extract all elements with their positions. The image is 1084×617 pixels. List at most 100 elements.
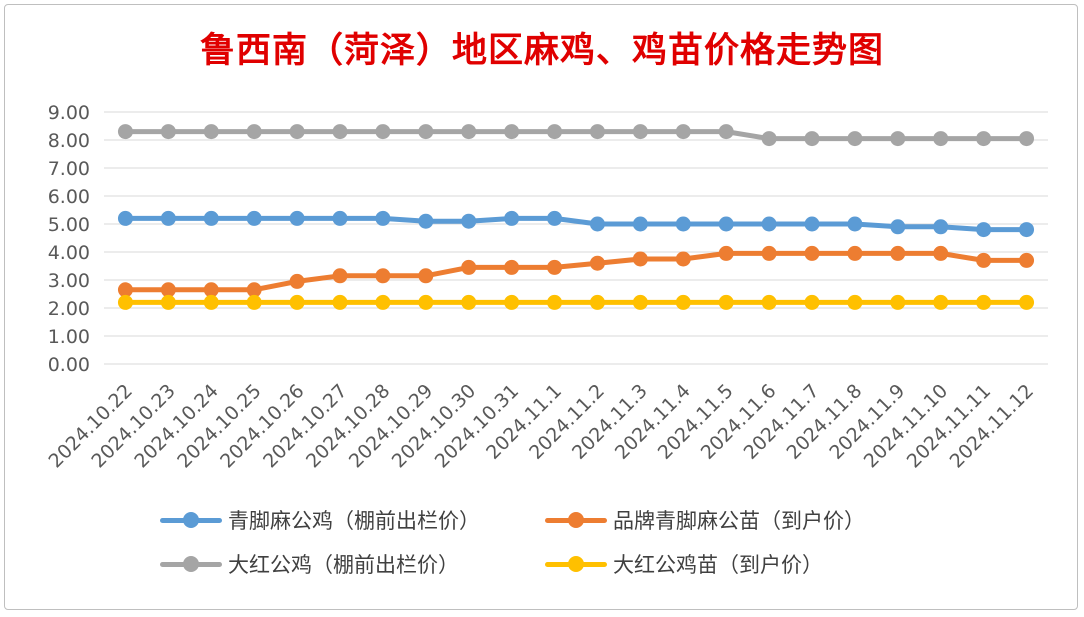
- data-point: [418, 268, 434, 284]
- data-point: [890, 219, 906, 235]
- data-point: [718, 124, 734, 140]
- y-axis: 0.00 1.00 2.00 3.00 4.00 5.00 6.00 7.00 8.00 9.00: [48, 102, 90, 376]
- data-point: [675, 294, 691, 310]
- data-point: [1019, 252, 1035, 268]
- y-tick-label: 5.00: [48, 214, 90, 236]
- data-point: [1019, 294, 1035, 310]
- data-point: [117, 124, 133, 140]
- data-point: [890, 131, 906, 147]
- y-tick-label: 0.00: [48, 354, 90, 376]
- data-point: [933, 294, 949, 310]
- data-point: [976, 222, 992, 238]
- grid-lines: [104, 111, 1048, 365]
- data-point: [160, 282, 176, 298]
- legend-swatch: [545, 549, 607, 579]
- data-point: [847, 216, 863, 232]
- data-point: [804, 216, 820, 232]
- data-point: [933, 131, 949, 147]
- data-point: [976, 294, 992, 310]
- y-tick-label: 8.00: [48, 130, 90, 152]
- data-point: [547, 124, 563, 140]
- data-point: [761, 216, 777, 232]
- data-point: [589, 255, 605, 271]
- data-point: [589, 124, 605, 140]
- y-tick-label: 7.00: [48, 158, 90, 180]
- data-point: [632, 216, 648, 232]
- legend-swatch: [160, 549, 222, 579]
- legend-item-orange[interactable]: 品牌青脚麻公苗（到户价）: [545, 505, 945, 535]
- y-tick-label: 4.00: [48, 242, 90, 264]
- data-point: [160, 294, 176, 310]
- data-point: [332, 268, 348, 284]
- data-point: [332, 294, 348, 310]
- data-point: [461, 213, 477, 229]
- legend-item-gray[interactable]: 大红公鸡（棚前出栏价）: [160, 549, 545, 579]
- legend-label: 品牌青脚麻公苗（到户价）: [613, 509, 865, 533]
- legend-item-blue[interactable]: 青脚麻公鸡（棚前出栏价）: [160, 505, 545, 535]
- legend-label: 青脚麻公鸡（棚前出栏价）: [228, 509, 480, 533]
- data-point: [933, 245, 949, 261]
- series-line: [123, 129, 1029, 142]
- data-point: [160, 124, 176, 140]
- data-point: [117, 294, 133, 310]
- legend-marker: [568, 556, 584, 572]
- y-tick-label: 3.00: [48, 270, 90, 292]
- data-point: [804, 245, 820, 261]
- data-point: [504, 124, 520, 140]
- data-point: [547, 259, 563, 275]
- data-point: [375, 124, 391, 140]
- data-point: [675, 216, 691, 232]
- data-point: [461, 124, 477, 140]
- legend-swatch: [545, 505, 607, 535]
- data-point: [246, 124, 262, 140]
- data-point: [289, 273, 305, 289]
- data-point: [375, 268, 391, 284]
- data-point: [804, 131, 820, 147]
- data-point: [504, 210, 520, 226]
- x-axis: 2024.10.222024.10.232024.10.242024.10.25…: [45, 380, 1039, 472]
- data-point: [418, 294, 434, 310]
- series-layer: [117, 124, 1035, 310]
- data-point: [589, 294, 605, 310]
- data-point: [547, 294, 563, 310]
- data-point: [203, 124, 219, 140]
- data-point: [289, 294, 305, 310]
- legend-item-yellow[interactable]: 大红公鸡苗（到户价）: [545, 549, 945, 579]
- data-point: [504, 294, 520, 310]
- data-point: [203, 282, 219, 298]
- legend-marker: [568, 512, 584, 528]
- data-point: [890, 245, 906, 261]
- data-point: [976, 252, 992, 268]
- data-point: [632, 294, 648, 310]
- data-point: [718, 216, 734, 232]
- data-point: [718, 245, 734, 261]
- data-point: [976, 131, 992, 147]
- data-point: [289, 124, 305, 140]
- data-point: [203, 210, 219, 226]
- data-point: [933, 219, 949, 235]
- data-point: [418, 213, 434, 229]
- data-point: [761, 245, 777, 261]
- data-point: [804, 294, 820, 310]
- y-tick-label: 9.00: [48, 102, 90, 124]
- data-point: [160, 210, 176, 226]
- data-point: [847, 245, 863, 261]
- data-point: [117, 282, 133, 298]
- data-point: [289, 210, 305, 226]
- y-tick-label: 1.00: [48, 326, 90, 348]
- legend: 青脚麻公鸡（棚前出栏价） 品牌青脚麻公苗（到户价） 大红公鸡（棚前出栏价） 大红…: [160, 505, 980, 579]
- data-point: [632, 124, 648, 140]
- data-point: [504, 259, 520, 275]
- legend-label: 大红公鸡（棚前出栏价）: [228, 553, 459, 577]
- data-point: [761, 131, 777, 147]
- data-point: [332, 124, 348, 140]
- data-point: [246, 282, 262, 298]
- data-point: [203, 294, 219, 310]
- data-point: [547, 210, 563, 226]
- data-point: [847, 131, 863, 147]
- data-point: [418, 124, 434, 140]
- data-point: [718, 294, 734, 310]
- legend-marker: [183, 512, 199, 528]
- data-point: [246, 210, 262, 226]
